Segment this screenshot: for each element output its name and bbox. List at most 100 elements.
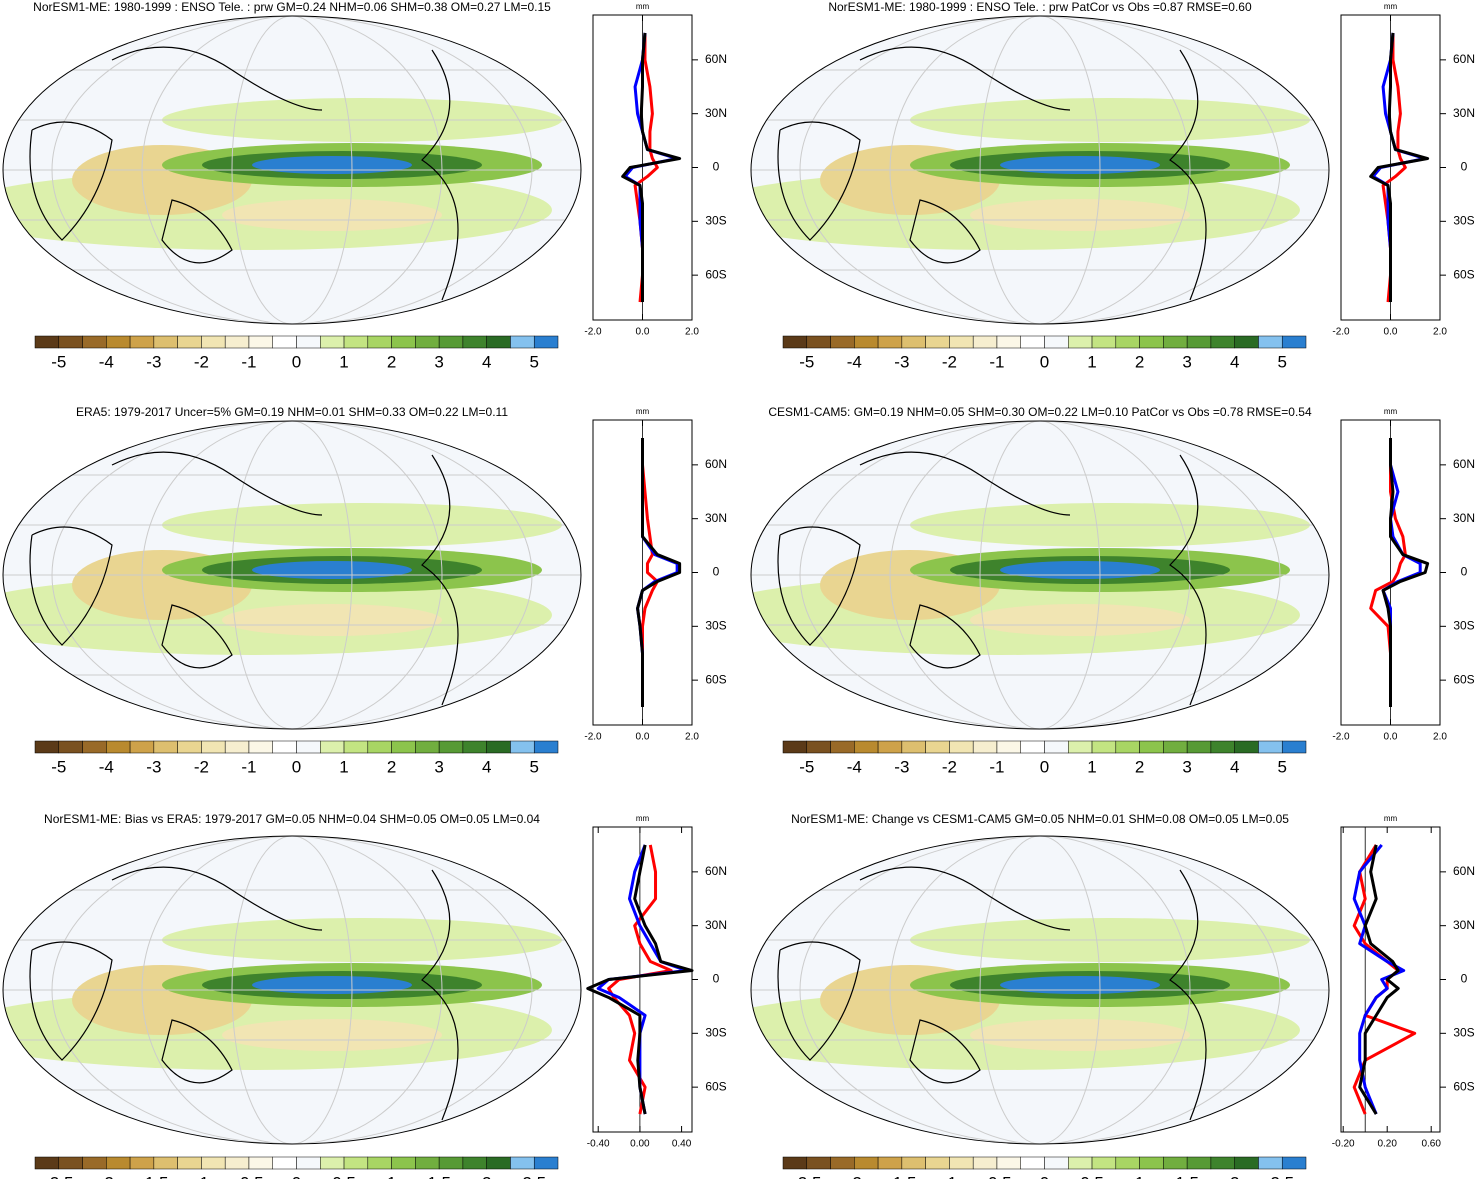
y-tick-label: 30N <box>705 511 727 525</box>
colorbar-label: 5 <box>529 757 538 776</box>
colorbar-label: 0.5 <box>1080 1173 1104 1179</box>
colorbar-label: -3 <box>146 352 161 371</box>
colorbar-box <box>34 1156 60 1170</box>
coastline <box>777 866 1207 1121</box>
colorbar-box <box>391 740 416 754</box>
zonal-frame <box>592 419 693 726</box>
colorbar-box <box>1091 740 1117 754</box>
colorbar-label: -2 <box>99 1173 114 1179</box>
colorbar-label: 0 <box>292 757 301 776</box>
map-border <box>2 15 582 325</box>
zonal-frame <box>1340 14 1441 321</box>
colorbar-box <box>129 740 155 754</box>
colorbar-box <box>1115 740 1140 754</box>
zonal-frame <box>592 826 693 1133</box>
x-tick-label: 2.0 <box>685 327 699 338</box>
colorbar-box <box>1115 1156 1140 1170</box>
map <box>3 16 581 324</box>
colorbar-box <box>1163 335 1188 349</box>
colorbar-box <box>106 335 131 349</box>
colorbar-box <box>438 1156 464 1170</box>
y-tick-label: 60N <box>705 864 727 878</box>
colorbar-label: 4 <box>1230 352 1239 371</box>
colorbar-box <box>854 335 879 349</box>
colorbar-box <box>438 740 464 754</box>
graticule <box>979 421 1101 729</box>
colorbar-label: 0 <box>1040 352 1049 371</box>
y-tick-label: 60S <box>1453 672 1474 686</box>
graticule <box>979 836 1101 1144</box>
colorbar-box <box>438 335 464 349</box>
colorbar-label: -2 <box>942 757 957 776</box>
x-tick-label: 0.60 <box>1421 1139 1441 1150</box>
graticule <box>799 836 1281 1144</box>
x-tick-label: 2.0 <box>1433 732 1447 743</box>
colorbar-label: 1 <box>1087 352 1096 371</box>
colorbar-box <box>1044 740 1069 754</box>
colorbar-box <box>949 335 974 349</box>
blob <box>252 156 412 174</box>
blob <box>1000 156 1160 174</box>
colorbar-box <box>320 740 345 754</box>
zonal-line <box>636 437 682 708</box>
colorbar-box <box>782 1156 808 1170</box>
coastline <box>29 451 459 706</box>
map <box>751 16 1329 324</box>
colorbar-label: 0 <box>292 352 301 371</box>
x-tick-label: 0.00 <box>630 1139 650 1150</box>
y-tick-label: 60N <box>705 52 727 66</box>
blob <box>1000 561 1160 579</box>
graticule <box>889 836 1191 1144</box>
x-tick-label: -2.0 <box>1332 327 1350 338</box>
panel-title: ERA5: 1979-2017 Uncer=5% GM=0.19 NHM=0.0… <box>76 405 508 419</box>
colorbar-label: -2.5 <box>792 1173 821 1179</box>
colorbar-box <box>1281 740 1307 754</box>
y-tick-label: 0 <box>1461 565 1468 579</box>
colorbar-box <box>1258 1156 1283 1170</box>
colorbar-box <box>462 335 487 349</box>
colorbar-box <box>1044 1156 1069 1170</box>
x-tick-label: 2.0 <box>685 732 699 743</box>
panel: NorESM1-ME: 1980-1999 : ENSO Tele. : prw… <box>750 0 1475 371</box>
colorbar-label: 2.5 <box>1270 1173 1294 1179</box>
y-tick-label: 0 <box>713 160 720 174</box>
colorbar-box <box>1020 1156 1045 1170</box>
blob <box>222 1019 442 1051</box>
colorbar-box <box>296 335 321 349</box>
colorbar-label: -4 <box>99 352 114 371</box>
zonal-line <box>1358 844 1400 1115</box>
colorbar-box <box>1234 335 1259 349</box>
colorbar-label: 2.5 <box>522 1173 546 1179</box>
panel-title: NorESM1-ME: Change vs CESM1-CAM5 GM=0.05… <box>791 812 1289 826</box>
colorbar-label: -2 <box>194 352 209 371</box>
panel: CESM1-CAM5: GM=0.19 NHM=0.05 SHM=0.30 OM… <box>750 405 1475 776</box>
coastline <box>29 866 459 1121</box>
panel-title: NorESM1-ME: 1980-1999 : ENSO Tele. : prw… <box>828 0 1252 14</box>
zonal-frame <box>592 14 693 321</box>
colorbar-box <box>1068 335 1093 349</box>
colorbar-label: 1.5 <box>1175 1173 1199 1179</box>
colorbar-box <box>343 740 369 754</box>
colorbar-box <box>320 1156 345 1170</box>
zonal-line <box>1369 32 1430 303</box>
colorbar-box <box>996 740 1021 754</box>
colorbar-box <box>972 740 998 754</box>
x-tick-label: 0.0 <box>636 732 650 743</box>
colorbar-label: -4 <box>99 757 114 776</box>
zonal-line <box>641 437 659 708</box>
colorbar-label: 4 <box>482 352 491 371</box>
x-tick-label: 0.0 <box>1384 327 1398 338</box>
colorbar-box <box>34 335 60 349</box>
colorbar-box <box>1186 740 1212 754</box>
colorbar-box <box>1163 1156 1188 1170</box>
x-tick-label: -0.40 <box>587 1139 610 1150</box>
coastline <box>777 451 1207 706</box>
colorbar-label: 3 <box>434 757 443 776</box>
colorbar-label: 2 <box>387 352 396 371</box>
colorbar-box <box>201 1156 226 1170</box>
blob <box>1000 976 1160 994</box>
blob <box>252 976 412 994</box>
colorbar-box <box>462 740 487 754</box>
colorbar-label: 0 <box>292 1173 301 1179</box>
x-tick-label: -2.0 <box>584 732 602 743</box>
